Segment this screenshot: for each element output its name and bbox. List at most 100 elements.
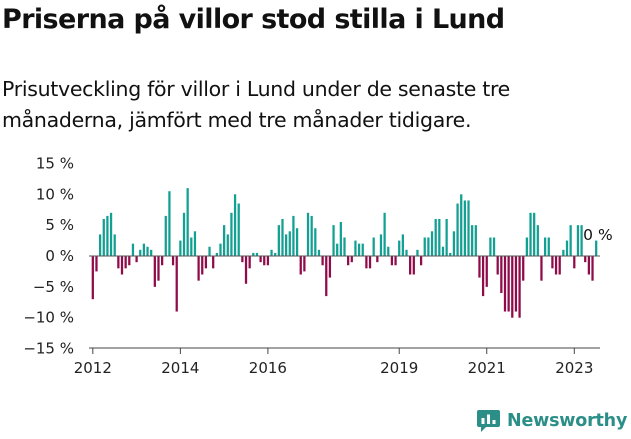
bar — [503, 256, 507, 312]
bar — [171, 256, 175, 266]
bar — [595, 240, 598, 257]
bar — [347, 256, 350, 266]
bar — [274, 252, 277, 256]
bar-series — [91, 188, 598, 318]
bar — [186, 188, 189, 256]
bar — [295, 228, 299, 256]
bar — [558, 256, 561, 275]
bar — [237, 203, 240, 256]
bar — [481, 256, 485, 297]
bar — [372, 237, 375, 256]
bar — [233, 194, 237, 256]
bar — [434, 218, 437, 256]
bar — [536, 225, 539, 256]
bar — [463, 200, 466, 256]
bar — [368, 256, 372, 269]
chart-title: Priserna på villor stod stilla i Lund — [2, 4, 505, 35]
bar — [266, 256, 270, 266]
bar — [164, 215, 167, 256]
bar — [412, 256, 415, 275]
bar — [365, 256, 368, 269]
bar — [168, 191, 171, 256]
bar — [357, 243, 361, 256]
bar — [201, 256, 204, 275]
bar — [223, 225, 226, 256]
x-tick-label: 2012 — [74, 359, 112, 377]
bar — [441, 246, 445, 256]
bar — [270, 249, 273, 256]
bar — [285, 234, 288, 256]
bar — [150, 249, 153, 256]
bar — [109, 212, 113, 256]
bar — [263, 256, 266, 266]
y-tick-label: 5 % — [45, 216, 74, 234]
bar — [387, 246, 390, 256]
bar — [460, 194, 463, 256]
bar — [204, 256, 208, 269]
bar — [215, 252, 218, 256]
bar — [423, 237, 426, 256]
brand-logo: Newsworthy — [476, 408, 627, 433]
bar — [569, 225, 572, 256]
bar — [332, 225, 335, 256]
bar — [376, 256, 379, 263]
bar — [547, 237, 550, 256]
bar — [241, 256, 244, 263]
bar — [328, 256, 332, 278]
bar — [248, 256, 251, 269]
bar — [587, 256, 591, 275]
bar — [573, 256, 576, 269]
bar — [190, 237, 193, 256]
bar — [449, 252, 452, 256]
bar — [139, 249, 142, 256]
bar — [314, 228, 317, 256]
y-tick-label: 0 % — [45, 247, 74, 265]
bar — [339, 222, 342, 256]
bar — [430, 231, 434, 256]
bar — [409, 256, 412, 275]
x-tick-label: 2016 — [249, 359, 287, 377]
bar — [212, 256, 215, 269]
bar — [230, 212, 233, 256]
bar — [120, 256, 124, 275]
bar — [471, 225, 474, 256]
x-tick-label: 2019 — [380, 359, 418, 377]
bar — [321, 256, 324, 266]
bar — [252, 252, 255, 256]
bar — [554, 256, 558, 275]
bar — [379, 234, 383, 256]
bar — [91, 256, 94, 300]
bar — [299, 256, 302, 275]
bar — [182, 212, 186, 256]
bar — [496, 256, 499, 275]
y-tick-label: 10 % — [36, 185, 74, 203]
bar — [135, 256, 138, 263]
bar — [511, 256, 514, 318]
bar — [492, 237, 496, 256]
bar — [128, 256, 131, 266]
bar — [226, 234, 229, 256]
bar — [102, 218, 105, 256]
y-tick-label: −10 % — [23, 309, 74, 327]
bar — [336, 243, 339, 256]
bar — [306, 212, 310, 256]
bar — [474, 225, 477, 256]
bar — [489, 237, 492, 256]
bar — [325, 256, 328, 297]
bar — [98, 234, 102, 256]
bar — [543, 237, 547, 256]
bar — [438, 218, 441, 256]
bar — [580, 225, 583, 256]
bar — [255, 252, 259, 256]
bar — [146, 246, 149, 256]
bar — [584, 256, 587, 263]
chart-subtitle: Prisutveckling för villor i Lund under d… — [2, 77, 510, 132]
bar — [500, 256, 503, 294]
bar — [525, 237, 528, 256]
bar — [124, 256, 127, 269]
y-tick-label: −15 % — [23, 340, 74, 358]
bar — [478, 256, 481, 278]
bar — [117, 256, 120, 269]
y-tick-label: 15 % — [36, 154, 74, 172]
bar — [106, 215, 109, 256]
